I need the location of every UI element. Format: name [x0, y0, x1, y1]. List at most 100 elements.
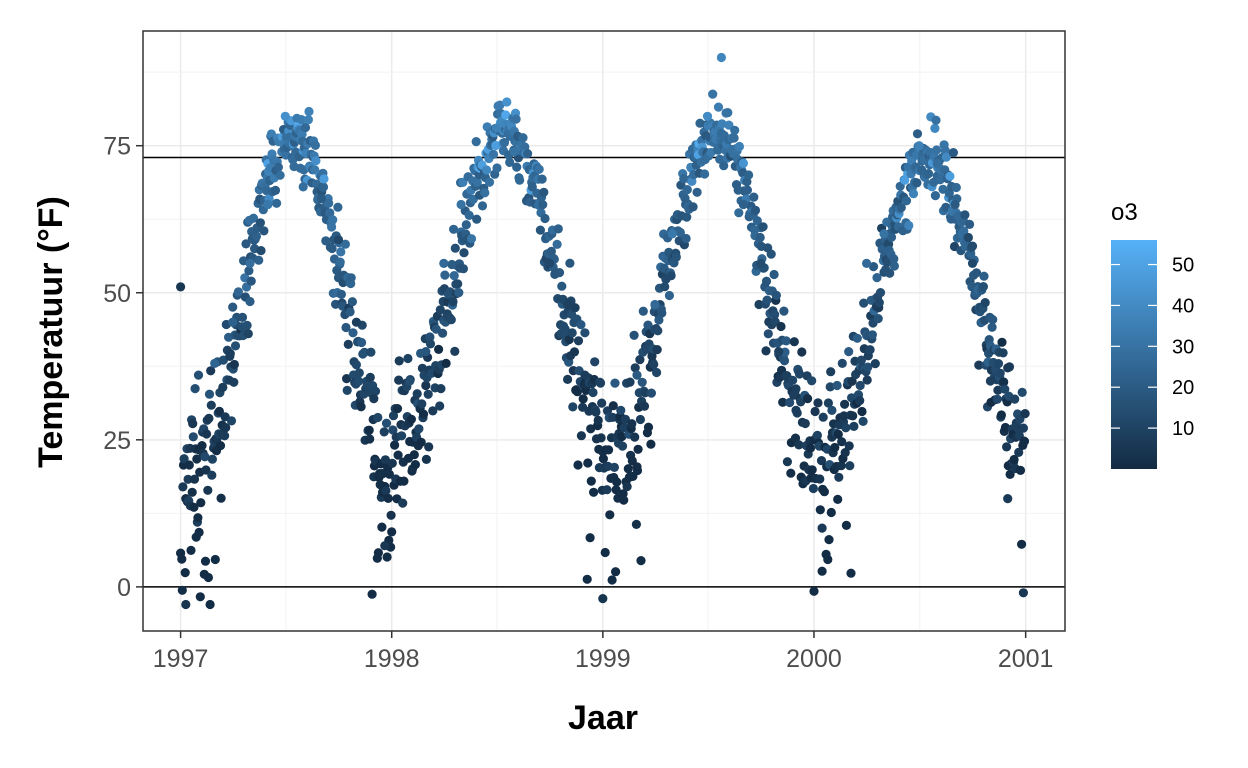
- data-point: [458, 264, 468, 274]
- data-point: [509, 147, 519, 157]
- data-point: [412, 389, 422, 399]
- data-point: [340, 239, 350, 249]
- data-point: [297, 129, 307, 139]
- data-point: [979, 271, 989, 281]
- data-point: [809, 586, 819, 596]
- data-point: [434, 344, 444, 354]
- data-point: [523, 149, 533, 159]
- data-point: [482, 165, 492, 175]
- data-point: [813, 398, 823, 408]
- data-point: [333, 202, 343, 212]
- data-point: [384, 469, 394, 479]
- data-point: [357, 337, 367, 348]
- data-point: [713, 102, 724, 112]
- data-point: [380, 455, 390, 465]
- data-point: [901, 196, 912, 206]
- data-point: [439, 258, 449, 268]
- data-point: [774, 347, 784, 357]
- data-point: [827, 405, 837, 415]
- data-point: [823, 554, 833, 565]
- data-point: [255, 218, 265, 228]
- data-point: [440, 270, 450, 280]
- legend-title: o3: [1111, 199, 1138, 226]
- data-point: [390, 440, 400, 450]
- data-point: [857, 406, 867, 417]
- data-point: [296, 115, 307, 125]
- x-tick-label: 2000: [786, 645, 842, 673]
- data-point: [931, 115, 941, 125]
- data-point: [630, 363, 640, 373]
- data-point: [386, 510, 396, 520]
- data-point: [380, 541, 390, 551]
- data-point: [229, 377, 239, 387]
- data-point: [194, 527, 204, 538]
- data-point: [214, 406, 224, 416]
- data-point: [856, 355, 867, 365]
- data-point: [553, 224, 563, 234]
- data-point: [585, 533, 595, 543]
- data-point: [336, 247, 346, 257]
- data-point: [321, 236, 331, 246]
- data-point: [605, 510, 615, 520]
- data-point: [999, 377, 1009, 387]
- data-point: [193, 513, 203, 523]
- data-point: [387, 527, 397, 537]
- data-point: [597, 398, 607, 408]
- data-point: [319, 174, 329, 184]
- data-point: [424, 442, 434, 452]
- data-point: [865, 345, 875, 355]
- data-point: [598, 454, 609, 464]
- data-point: [184, 460, 194, 470]
- data-point: [1000, 384, 1010, 394]
- data-point: [192, 454, 202, 464]
- data-point: [608, 412, 618, 422]
- data-point: [837, 437, 847, 447]
- data-point: [176, 282, 186, 292]
- data-point: [356, 402, 366, 412]
- data-point: [638, 306, 648, 316]
- data-point: [797, 347, 807, 357]
- data-point: [841, 520, 852, 531]
- data-point: [623, 464, 633, 474]
- data-point: [538, 200, 548, 210]
- data-point: [327, 222, 337, 232]
- data-point: [868, 262, 879, 272]
- data-point: [789, 337, 799, 347]
- data-point: [997, 337, 1007, 347]
- data-point: [855, 380, 865, 391]
- data-point: [700, 169, 710, 179]
- data-point: [923, 169, 934, 179]
- data-point: [963, 232, 974, 243]
- data-point: [591, 407, 601, 417]
- data-point: [817, 566, 827, 576]
- data-point: [193, 370, 204, 380]
- data-point: [495, 100, 505, 110]
- data-point: [863, 362, 873, 372]
- data-point: [617, 431, 627, 442]
- data-point: [246, 276, 256, 286]
- data-point: [619, 422, 629, 433]
- data-point: [978, 282, 989, 292]
- data-point: [867, 330, 878, 340]
- data-point: [511, 114, 521, 124]
- data-point: [203, 572, 213, 583]
- data-point: [1018, 588, 1028, 598]
- data-point: [776, 321, 786, 332]
- data-point: [244, 266, 254, 276]
- data-point: [635, 355, 645, 365]
- data-point: [318, 182, 329, 192]
- data-point: [682, 185, 692, 195]
- data-point: [667, 229, 677, 239]
- data-point: [181, 599, 191, 610]
- data-point: [230, 341, 241, 351]
- data-point: [580, 370, 590, 380]
- data-point: [608, 401, 618, 411]
- data-point: [180, 568, 190, 578]
- data-point: [328, 215, 338, 225]
- data-point: [300, 122, 311, 133]
- data-point: [488, 149, 499, 159]
- data-point: [734, 141, 745, 152]
- data-point: [256, 246, 266, 256]
- data-point: [347, 297, 357, 307]
- legend-colorbar: [1111, 240, 1157, 469]
